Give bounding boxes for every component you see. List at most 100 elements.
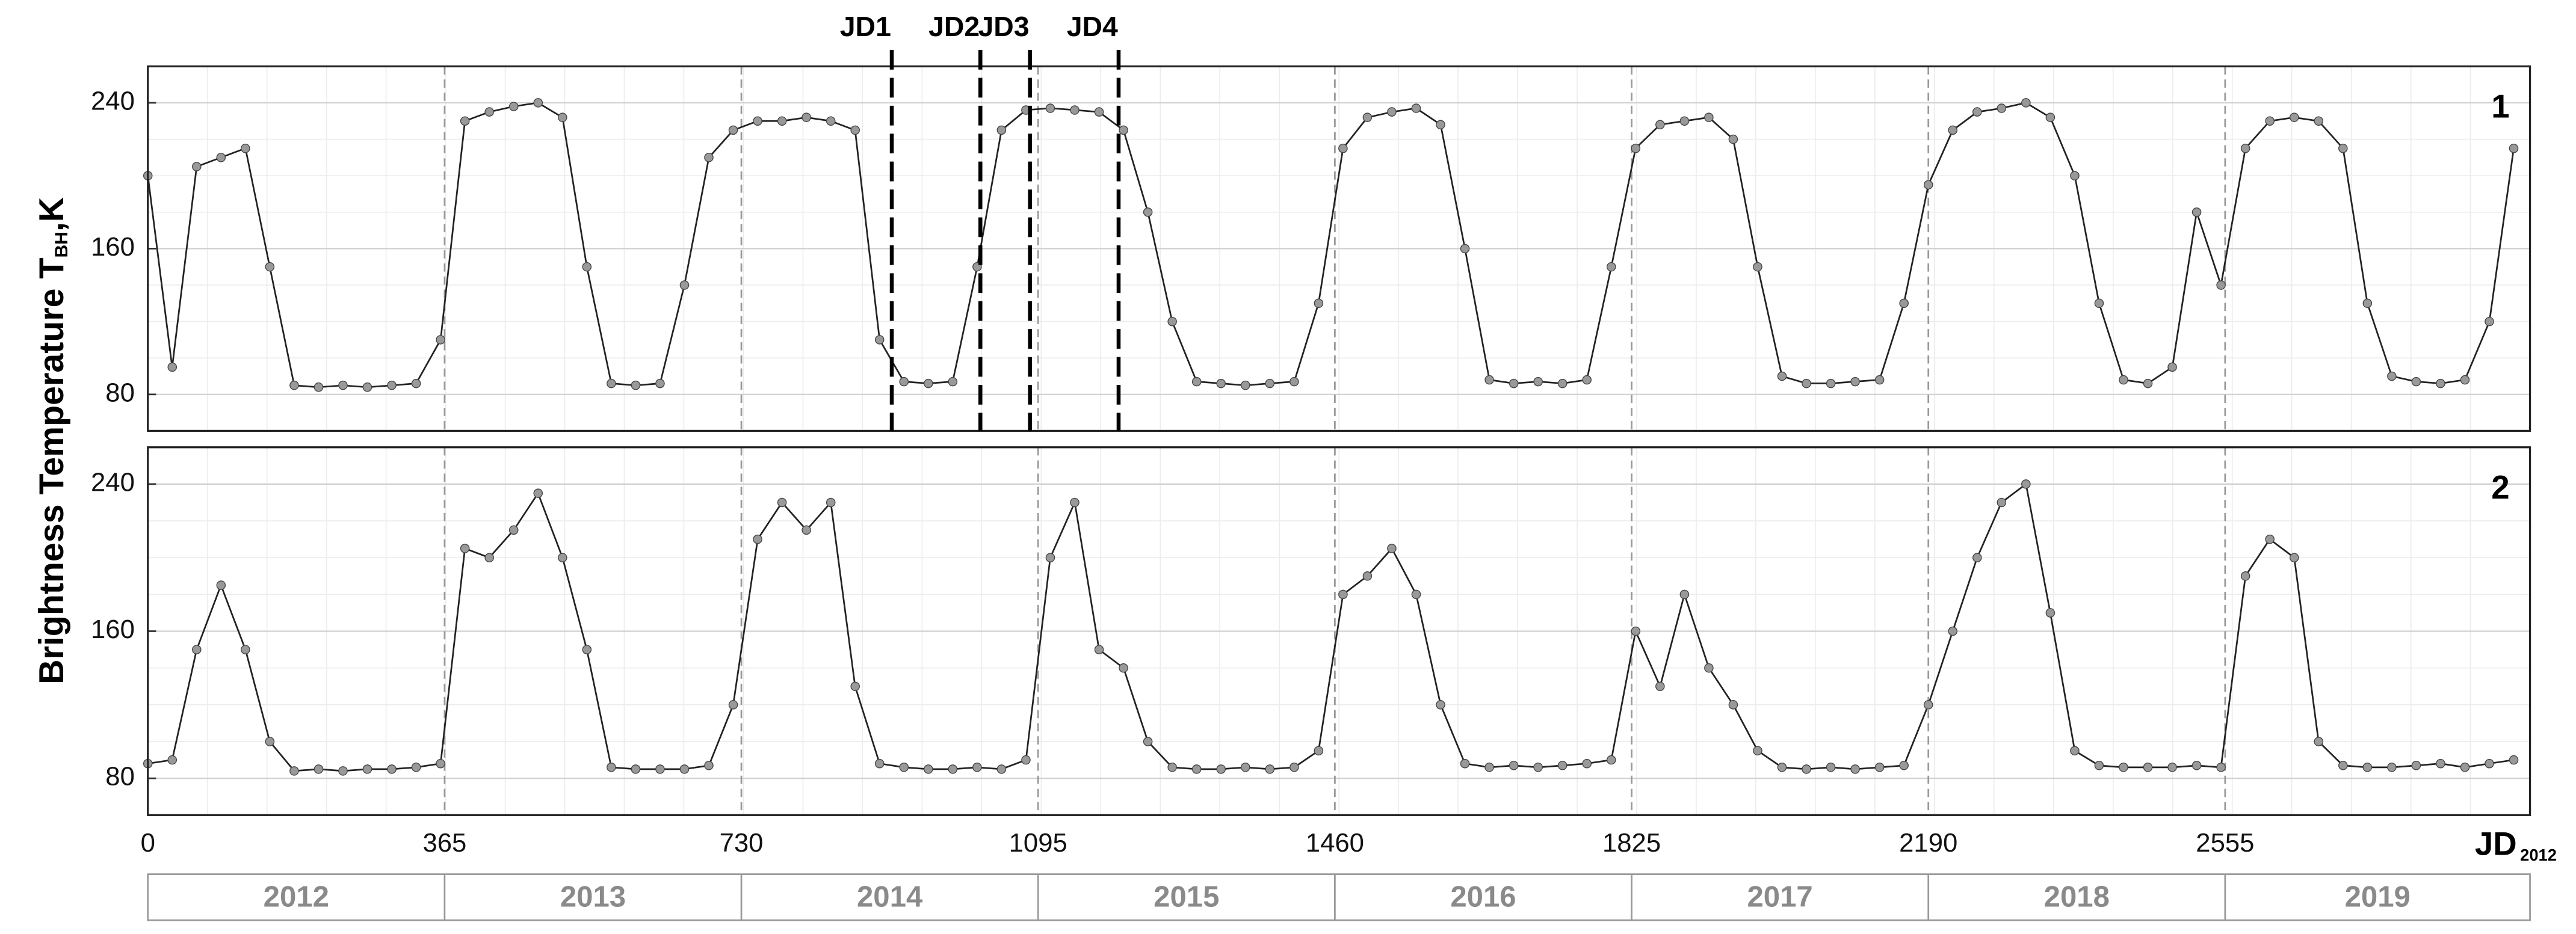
data-point [2191,760,2202,770]
data-point [1460,244,1470,254]
x-tick-label: 2190 [1899,828,1957,858]
data-point [533,98,543,108]
data-point [1216,764,1226,774]
y-tick-label: 240 [91,467,135,497]
x-tick-label: 1460 [1306,828,1364,858]
plot-frame [147,446,2531,816]
data-point [1094,107,1104,117]
data-point [2460,375,2470,385]
data-point [1704,112,1714,122]
x-tick-label: 1825 [1602,828,1661,858]
data-point [777,116,787,126]
data-point [1631,626,1641,636]
data-point [1557,378,1568,389]
data-point [338,380,348,390]
data-point [2070,171,2080,180]
y-axis-label-unit: ,K [32,197,71,232]
panel-label: 2 [2491,469,2509,506]
data-point [1045,103,1055,113]
x-tick-label: 2555 [2196,828,2254,858]
x-tick-label: 0 [141,828,155,858]
data-point [265,262,275,272]
data-point [2338,143,2348,153]
jd-label: JD2 [928,11,980,42]
data-point [2314,116,2324,126]
data-point [1972,553,1982,562]
data-point [679,764,690,774]
data-point [1436,700,1445,710]
data-point [802,525,811,535]
data-point [1704,663,1714,673]
data-point [1923,180,1933,190]
data-point [1802,378,1811,389]
data-point [1997,103,2007,113]
data-point [1362,112,1373,122]
y-tick-label: 80 [105,378,135,407]
data-point [2387,371,2397,381]
data-point [655,378,665,389]
year-label: 2013 [560,881,626,914]
data-point [2436,758,2445,769]
data-point [1021,755,1031,765]
year-label: 2014 [857,881,923,914]
data-point [1826,763,1836,772]
data-point [2362,763,2373,772]
data-point [1191,376,1202,387]
x-axis-label: JD [2475,826,2517,862]
data-point [1387,107,1397,117]
data-point [1411,103,1421,113]
data-point [314,382,324,392]
data-point [1972,107,1982,117]
data-point [1509,378,1519,389]
data-point [460,116,470,126]
data-point [850,681,860,692]
data-point [753,534,762,544]
data-point [2240,143,2250,153]
data-point [2460,763,2470,772]
data-point [2094,298,2104,309]
data-point [338,766,348,776]
data-point [1874,375,1885,385]
data-point [874,335,885,345]
data-point [314,764,324,774]
data-point [607,378,616,389]
data-point [1094,645,1104,654]
data-point [192,645,202,654]
jd-label: JD1 [840,11,891,42]
data-point [2485,758,2494,769]
data-point [1899,298,1909,309]
data-point [1338,143,1348,153]
data-point [289,380,299,390]
data-point [704,760,714,770]
data-point [777,497,787,508]
data-point [167,362,178,372]
data-point [1802,764,1811,774]
data-point [1167,763,1177,772]
data-point [411,763,421,772]
data-point [1728,700,1738,710]
data-point [2216,280,2226,290]
y-axis-label-sub: BH [52,232,72,257]
data-point [2167,763,2177,772]
data-point [2045,608,2056,618]
data-point [1070,105,1080,115]
data-point [948,764,958,774]
data-point [924,378,933,389]
data-point [1484,763,1494,772]
data-point [484,107,494,117]
data-point [2167,362,2177,372]
plot-frame [147,65,2531,432]
data-point [2143,378,2153,389]
data-point [704,153,714,162]
data-point [1582,758,1592,769]
data-point [1045,553,1055,562]
data-point [2436,378,2445,389]
year-label: 2015 [1154,881,1219,914]
data-point [1143,737,1153,746]
data-point [2411,760,2421,770]
data-point [2119,375,2128,385]
year-label: 2016 [1450,881,1516,914]
data-point [2411,376,2421,387]
data-point [436,335,445,345]
data-point [1753,262,1762,272]
